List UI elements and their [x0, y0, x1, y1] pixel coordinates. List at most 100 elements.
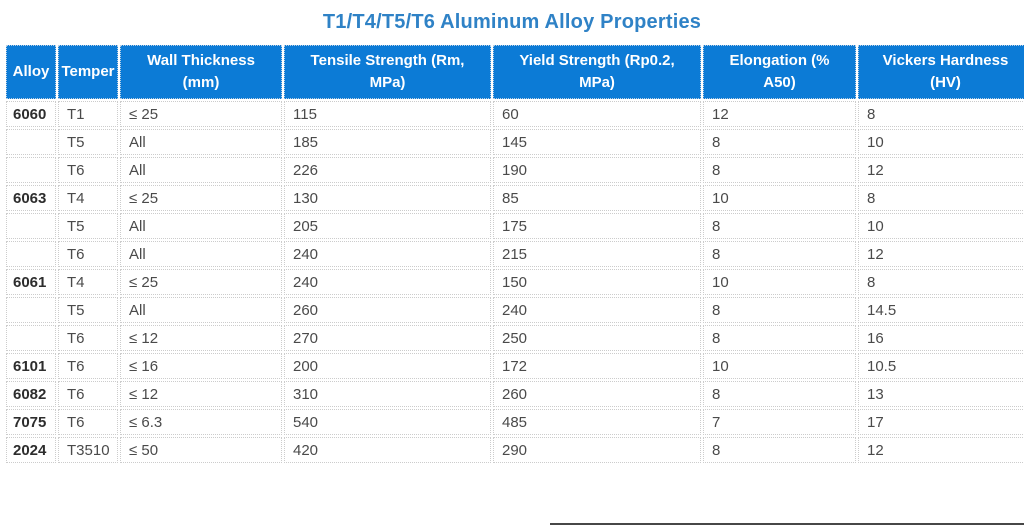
cell-vickers_hardness: 8: [858, 269, 1024, 295]
cell-vickers_hardness: 10.5: [858, 353, 1024, 379]
cell-tensile_strength: 240: [284, 241, 491, 267]
cell-alloy: [6, 129, 56, 155]
column-header-tensile_strength: Tensile Strength (Rm, MPa): [284, 45, 491, 99]
column-header-alloy: Alloy: [6, 45, 56, 99]
cell-temper: T6: [58, 325, 118, 351]
table-row: T5 All 205 175 8 10: [6, 213, 1024, 239]
cell-temper: T5: [58, 129, 118, 155]
cell-wall_thickness: All: [120, 297, 282, 323]
cell-tensile_strength: 270: [284, 325, 491, 351]
table-row: 6063 T4 ≤ 25 130 85 10 8: [6, 185, 1024, 211]
cell-vickers_hardness: 14.5: [858, 297, 1024, 323]
cell-alloy: 6063: [6, 185, 56, 211]
column-header-yield_strength: Yield Strength (Rp0.2, MPa): [493, 45, 701, 99]
cell-elongation: 8: [703, 381, 856, 407]
cell-elongation: 8: [703, 325, 856, 351]
cell-yield_strength: 250: [493, 325, 701, 351]
cell-wall_thickness: ≤ 16: [120, 353, 282, 379]
cell-yield_strength: 240: [493, 297, 701, 323]
cell-temper: T6: [58, 157, 118, 183]
cell-yield_strength: 215: [493, 241, 701, 267]
cell-tensile_strength: 115: [284, 101, 491, 127]
cell-wall_thickness: All: [120, 129, 282, 155]
cell-yield_strength: 260: [493, 381, 701, 407]
cell-yield_strength: 145: [493, 129, 701, 155]
cell-yield_strength: 175: [493, 213, 701, 239]
cell-tensile_strength: 260: [284, 297, 491, 323]
cell-temper: T3510: [58, 437, 118, 463]
cell-elongation: 8: [703, 213, 856, 239]
table-header: Alloy Temper Wall Thickness (mm) Tensile St…: [6, 45, 1024, 99]
table-body: 6060 T1 ≤ 25 115 60 12 8 T5 All 185 145 8 10 T6 All 226…: [6, 101, 1024, 463]
cell-alloy: [6, 241, 56, 267]
cell-tensile_strength: 540: [284, 409, 491, 435]
cell-vickers_hardness: 12: [858, 241, 1024, 267]
cell-tensile_strength: 310: [284, 381, 491, 407]
cell-elongation: 8: [703, 157, 856, 183]
table-row: 6061 T4 ≤ 25 240 150 10 8: [6, 269, 1024, 295]
table-row: T5 All 260 240 8 14.5: [6, 297, 1024, 323]
cell-vickers_hardness: 10: [858, 213, 1024, 239]
cell-yield_strength: 60: [493, 101, 701, 127]
cell-vickers_hardness: 10: [858, 129, 1024, 155]
cell-tensile_strength: 200: [284, 353, 491, 379]
cell-wall_thickness: All: [120, 213, 282, 239]
cell-wall_thickness: ≤ 12: [120, 325, 282, 351]
cell-elongation: 12: [703, 101, 856, 127]
cell-tensile_strength: 420: [284, 437, 491, 463]
cell-vickers_hardness: 12: [858, 437, 1024, 463]
column-header-wall_thickness: Wall Thickness (mm): [120, 45, 282, 99]
cell-tensile_strength: 226: [284, 157, 491, 183]
cell-yield_strength: 150: [493, 269, 701, 295]
column-header-vickers_hardness: Vickers Hardness (HV): [858, 45, 1024, 99]
cell-tensile_strength: 130: [284, 185, 491, 211]
alloy-properties-table: Alloy Temper Wall Thickness (mm) Tensile St…: [4, 43, 1024, 465]
cell-yield_strength: 290: [493, 437, 701, 463]
cell-wall_thickness: ≤ 50: [120, 437, 282, 463]
table-row: 6082 T6 ≤ 12 310 260 8 13: [6, 381, 1024, 407]
cell-temper: T6: [58, 353, 118, 379]
cell-alloy: 6060: [6, 101, 56, 127]
cell-elongation: 10: [703, 269, 856, 295]
table-row: T6 All 226 190 8 12: [6, 157, 1024, 183]
cell-alloy: [6, 157, 56, 183]
table-row: 6060 T1 ≤ 25 115 60 12 8: [6, 101, 1024, 127]
table-row: 7075 T6 ≤ 6.3 540 485 7 17: [6, 409, 1024, 435]
table-row: 2024 T3510 ≤ 50 420 290 8 12: [6, 437, 1024, 463]
column-header-temper: Temper: [58, 45, 118, 99]
cell-elongation: 8: [703, 297, 856, 323]
table-row: T5 All 185 145 8 10: [6, 129, 1024, 155]
cell-tensile_strength: 185: [284, 129, 491, 155]
cell-wall_thickness: ≤ 25: [120, 185, 282, 211]
cell-yield_strength: 85: [493, 185, 701, 211]
column-header-elongation: Elongation (% A50): [703, 45, 856, 99]
cell-vickers_hardness: 8: [858, 101, 1024, 127]
cell-yield_strength: 190: [493, 157, 701, 183]
cell-alloy: 6101: [6, 353, 56, 379]
cell-temper: T1: [58, 101, 118, 127]
cell-temper: T6: [58, 381, 118, 407]
cell-elongation: 7: [703, 409, 856, 435]
cell-elongation: 10: [703, 353, 856, 379]
cell-alloy: 7075: [6, 409, 56, 435]
cell-temper: T5: [58, 297, 118, 323]
cell-elongation: 8: [703, 241, 856, 267]
cell-yield_strength: 172: [493, 353, 701, 379]
cell-alloy: [6, 325, 56, 351]
cell-temper: T4: [58, 185, 118, 211]
cell-vickers_hardness: 13: [858, 381, 1024, 407]
cell-temper: T6: [58, 241, 118, 267]
cell-wall_thickness: ≤ 12: [120, 381, 282, 407]
cell-elongation: 8: [703, 129, 856, 155]
cell-temper: T4: [58, 269, 118, 295]
cell-tensile_strength: 240: [284, 269, 491, 295]
cell-wall_thickness: ≤ 6.3: [120, 409, 282, 435]
cell-temper: T5: [58, 213, 118, 239]
cell-temper: T6: [58, 409, 118, 435]
cell-vickers_hardness: 17: [858, 409, 1024, 435]
table-row: 6101 T6 ≤ 16 200 172 10 10.5: [6, 353, 1024, 379]
cell-alloy: 6061: [6, 269, 56, 295]
cell-alloy: 2024: [6, 437, 56, 463]
cell-wall_thickness: All: [120, 157, 282, 183]
cell-yield_strength: 485: [493, 409, 701, 435]
